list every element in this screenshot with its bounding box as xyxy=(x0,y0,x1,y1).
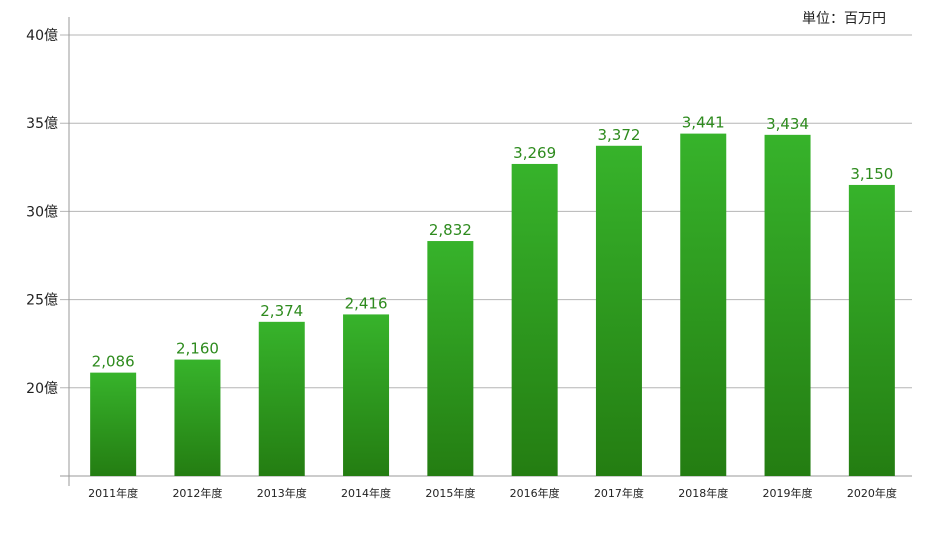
x-tick-label: 2014年度 xyxy=(341,486,391,500)
x-tick-label: 2015年度 xyxy=(425,486,475,500)
bar xyxy=(90,372,137,476)
data-label: 3,150 xyxy=(850,165,893,183)
bar xyxy=(511,163,558,476)
y-tick-label: 20億 xyxy=(26,381,58,397)
data-label: 3,434 xyxy=(766,115,809,133)
bar xyxy=(343,314,390,476)
data-label: 2,086 xyxy=(92,353,135,371)
x-tick-label: 2013年度 xyxy=(257,486,307,500)
bar xyxy=(848,184,895,476)
x-tick-label: 2012年度 xyxy=(172,486,222,500)
bar xyxy=(595,145,642,476)
data-label: 3,441 xyxy=(682,114,725,132)
x-tick-label: 2018年度 xyxy=(678,486,728,500)
y-tick-label: 35億 xyxy=(26,116,58,132)
data-label: 2,832 xyxy=(429,221,472,239)
unit-label: 単位：百万円 xyxy=(802,11,886,27)
x-tick-label: 2016年度 xyxy=(510,486,560,500)
y-tick-label: 25億 xyxy=(26,293,58,309)
y-tick-label: 40億 xyxy=(26,28,58,44)
x-tick-label: 2011年度 xyxy=(88,486,138,500)
x-tick-label: 2019年度 xyxy=(763,486,813,500)
x-tick-labels: 2011年度 2012年度 2013年度 2014年度 2015年度 2016年度 2017… xyxy=(88,486,897,500)
data-label: 3,372 xyxy=(597,126,640,144)
x-tick-label: 2017年度 xyxy=(594,486,644,500)
bar xyxy=(427,241,474,476)
data-label: 2,416 xyxy=(345,294,388,312)
y-tick-label: 30億 xyxy=(26,204,58,220)
bars xyxy=(90,133,895,476)
bar xyxy=(258,321,305,476)
y-tick-labels: 20億 25億 30億 35億 40億 xyxy=(26,28,58,397)
data-label: 2,160 xyxy=(176,340,219,358)
bar xyxy=(174,359,221,476)
data-label: 2,374 xyxy=(260,302,303,320)
data-label: 3,269 xyxy=(513,144,556,162)
bar xyxy=(680,133,727,476)
x-tick-label: 2020年度 xyxy=(847,486,897,500)
data-labels: 2,086 2,160 2,374 2,416 2,832 3,269 3,372 3,441… xyxy=(92,114,894,371)
bar xyxy=(764,134,811,476)
